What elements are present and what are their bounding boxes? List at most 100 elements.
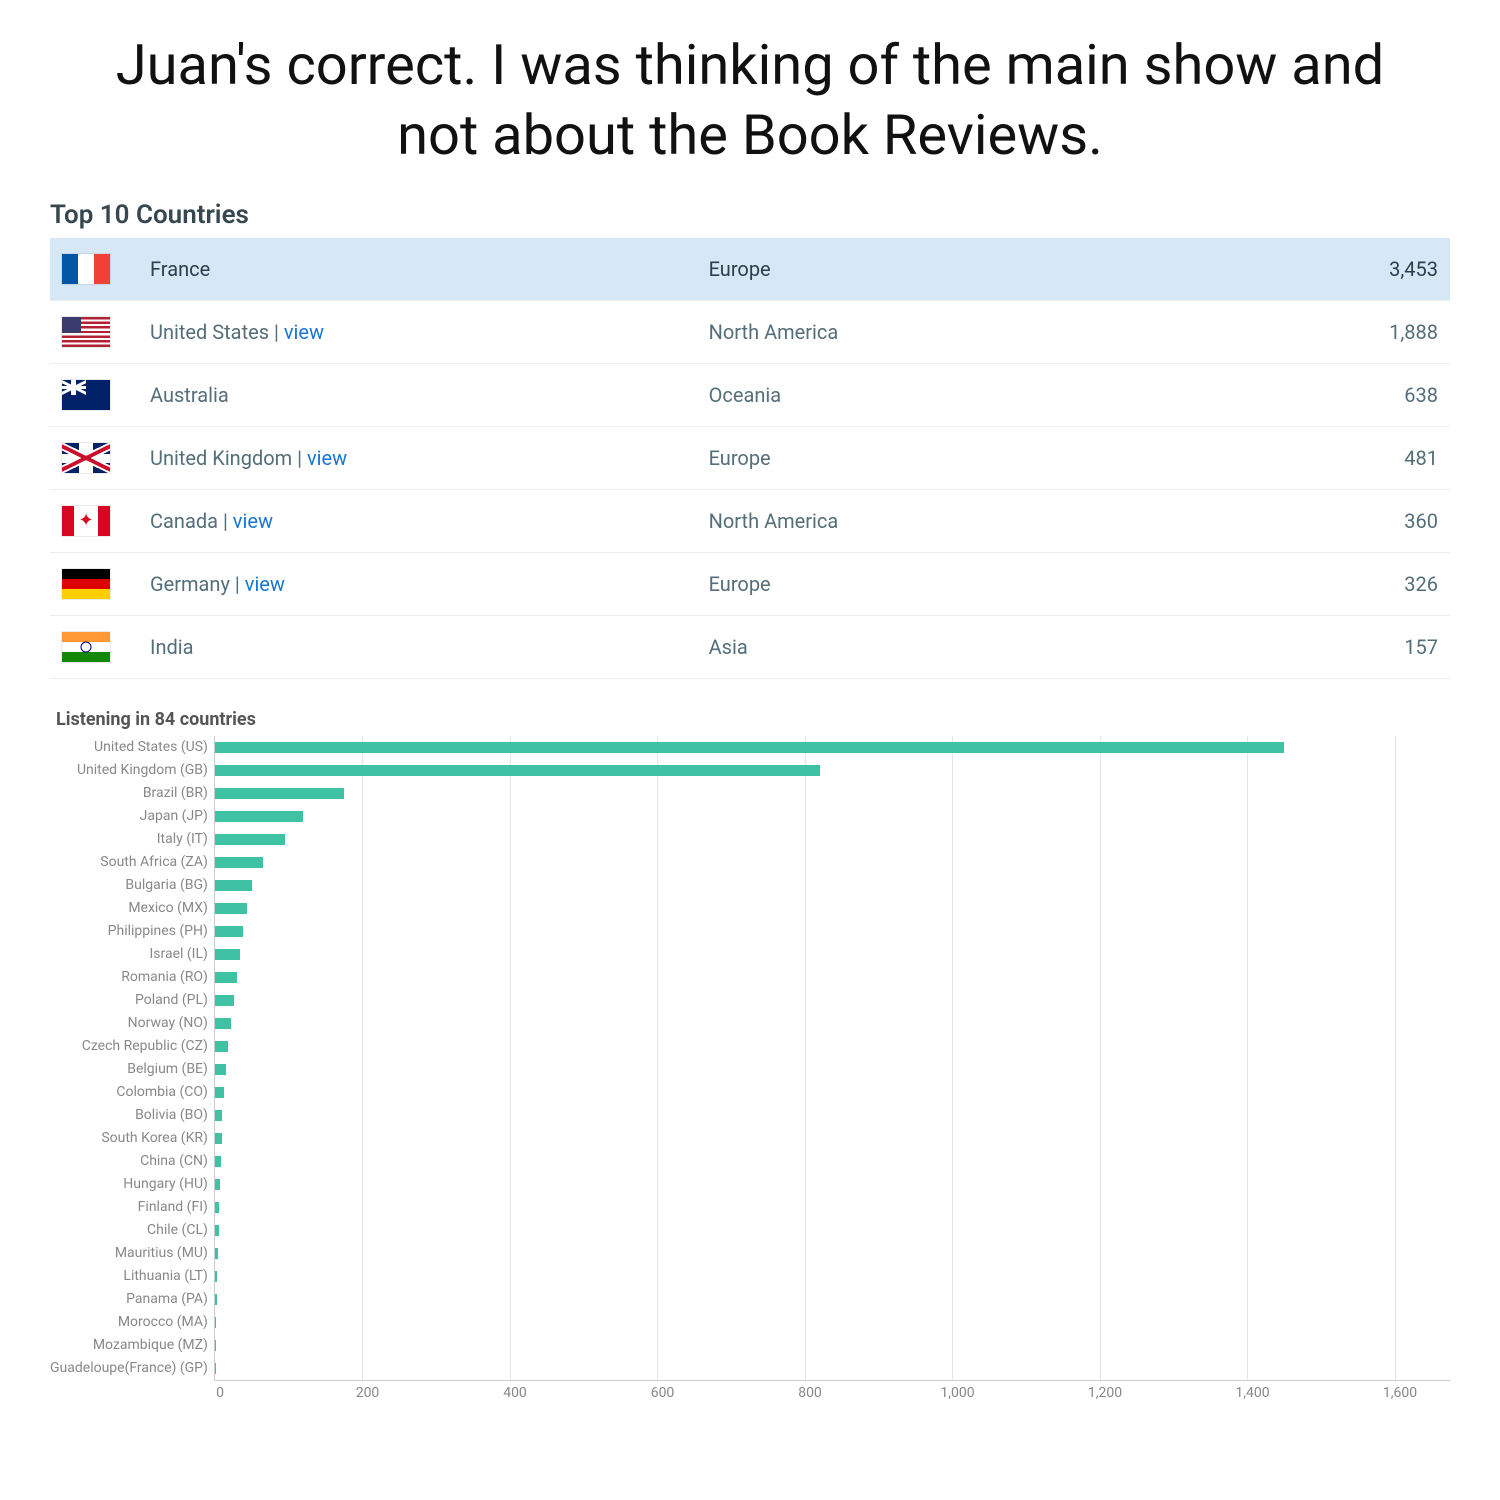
view-link[interactable]: view [284,320,324,344]
country-cell: Germany | view [150,572,709,596]
chart-y-label: Mozambique (MZ) [50,1334,208,1357]
chart-bar [215,1133,222,1144]
chart-plot-area [214,736,1450,1381]
chart-bar [215,1225,219,1236]
chart-x-tick: 1,000 [940,1385,974,1401]
country-table: FranceEurope3,453United States | viewNor… [50,238,1450,679]
continent-cell: Europe [709,257,1318,281]
chart-title: Listening in 84 countries [56,709,1450,730]
view-link[interactable]: view [233,509,273,533]
chart-bar [215,1179,220,1190]
chart-bar [215,765,820,776]
chart-bar [215,811,304,822]
chart-bar [215,1064,226,1075]
chart-y-label: Hungary (HU) [50,1173,208,1196]
chart-bar [215,1018,231,1029]
count-cell: 481 [1318,446,1438,470]
table-row[interactable]: Germany | viewEurope326 [50,553,1450,616]
continent-cell: North America [709,320,1318,344]
flag-icon [62,380,110,410]
page-headline: Juan's correct. I was thinking of the ma… [75,30,1425,170]
chart-y-label: Norway (NO) [50,1012,208,1035]
chart-y-labels: United States (US)United Kingdom (GB)Bra… [50,736,214,1381]
chart-y-label: Finland (FI) [50,1196,208,1219]
table-row[interactable]: AustraliaOceania638 [50,364,1450,427]
chart-y-label: Mexico (MX) [50,897,208,920]
chart-y-label: Panama (PA) [50,1288,208,1311]
chart-y-label: Morocco (MA) [50,1311,208,1334]
chart-y-label: Bulgaria (BG) [50,874,208,897]
table-row[interactable]: IndiaAsia157 [50,616,1450,679]
continent-cell: Europe [709,446,1318,470]
flag-icon [62,317,110,347]
country-cell: France [150,257,709,281]
chart-y-label: Poland (PL) [50,989,208,1012]
chart-bar [215,1271,217,1282]
chart-y-label: United States (US) [50,736,208,759]
chart-bar [215,1317,216,1328]
chart-y-label: South Korea (KR) [50,1127,208,1150]
chart-y-label: United Kingdom (GB) [50,759,208,782]
continent-cell: North America [709,509,1318,533]
chart-x-tick: 1,600 [1383,1385,1417,1401]
chart-y-label: Italy (IT) [50,828,208,851]
flag-icon [62,254,110,284]
top-countries-title: Top 10 Countries [50,200,1450,230]
chart-y-label: China (CN) [50,1150,208,1173]
chart-bar [215,949,240,960]
chart-bar [215,1087,224,1098]
chart-x-tick: 1,400 [1235,1385,1269,1401]
chart-x-tick: 200 [356,1385,380,1401]
chart-bar [215,972,237,983]
chart-bar [215,857,263,868]
continent-cell: Asia [709,635,1318,659]
count-cell: 638 [1318,383,1438,407]
chart-bar [215,903,247,914]
table-row[interactable]: ✦ Canada | viewNorth America360 [50,490,1450,553]
top-countries-section: Top 10 Countries FranceEurope3,453United… [50,200,1450,679]
count-cell: 3,453 [1318,257,1438,281]
count-cell: 326 [1318,572,1438,596]
chart-y-label: Chile (CL) [50,1219,208,1242]
chart-x-tick: 1,200 [1088,1385,1122,1401]
table-row[interactable]: United States | viewNorth America1,888 [50,301,1450,364]
chart-y-label: Israel (IL) [50,943,208,966]
flag-icon: ✦ [62,506,110,536]
chart-y-label: Belgium (BE) [50,1058,208,1081]
view-link[interactable]: view [245,572,285,596]
chart-y-label: Romania (RO) [50,966,208,989]
chart-bar [215,1202,219,1213]
chart-bars [215,736,1450,1380]
chart-x-axis: 02004006008001,0001,2001,4001,600 [220,1381,1450,1405]
chart-y-label: Colombia (CO) [50,1081,208,1104]
flag-icon [62,443,110,473]
flag-icon [62,569,110,599]
count-cell: 157 [1318,635,1438,659]
country-cell: United Kingdom | view [150,446,709,470]
chart-bar [215,1110,222,1121]
chart-bar [215,1340,216,1351]
chart-x-tick: 600 [651,1385,675,1401]
chart-bar [215,1248,218,1259]
chart-bar [215,1294,217,1305]
chart-x-tick: 800 [798,1385,822,1401]
country-cell: United States | view [150,320,709,344]
chart-y-label: Mauritius (MU) [50,1242,208,1265]
listening-chart: United States (US)United Kingdom (GB)Bra… [50,736,1450,1381]
view-link[interactable]: view [307,446,347,470]
table-row[interactable]: FranceEurope3,453 [50,238,1450,301]
table-row[interactable]: United Kingdom | viewEurope481 [50,427,1450,490]
country-cell: Canada | view [150,509,709,533]
chart-y-label: Bolivia (BO) [50,1104,208,1127]
chart-bar [215,926,243,937]
count-cell: 360 [1318,509,1438,533]
chart-bar [215,788,344,799]
listening-chart-section: Listening in 84 countries United States … [50,709,1450,1405]
chart-bar [215,880,252,891]
chart-bar [215,742,1284,753]
chart-y-label: Guadeloupe(France) (GP) [50,1357,208,1380]
chart-y-label: Czech Republic (CZ) [50,1035,208,1058]
count-cell: 1,888 [1318,320,1438,344]
country-cell: Australia [150,383,709,407]
continent-cell: Oceania [709,383,1318,407]
